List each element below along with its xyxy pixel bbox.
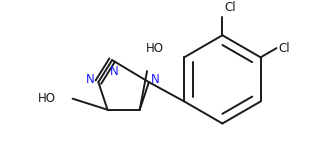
Text: N: N: [151, 73, 160, 86]
Text: HO: HO: [145, 42, 163, 55]
Text: N: N: [86, 73, 95, 86]
Text: Cl: Cl: [224, 1, 236, 14]
Text: Cl: Cl: [278, 42, 290, 55]
Text: HO: HO: [38, 92, 56, 105]
Text: N: N: [110, 65, 118, 78]
